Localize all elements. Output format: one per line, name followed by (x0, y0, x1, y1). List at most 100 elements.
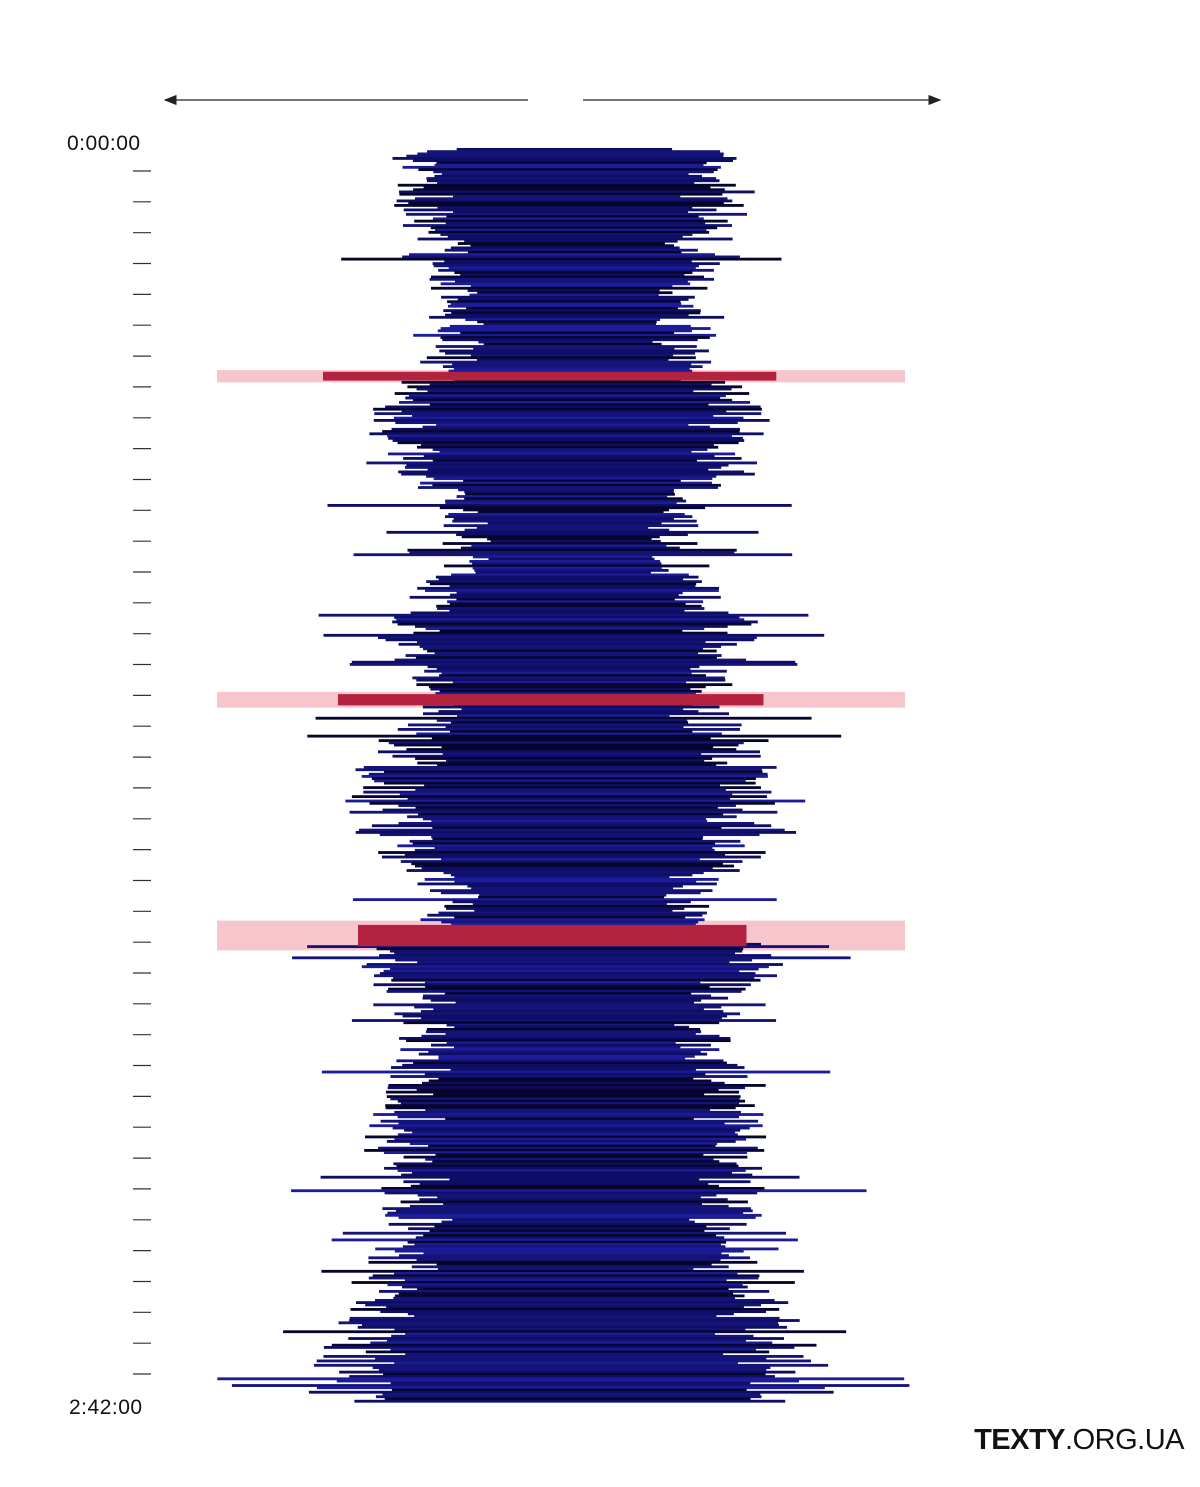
waveform-bar (392, 439, 745, 442)
waveform-bar (408, 394, 726, 398)
waveform-bar (427, 649, 717, 653)
waveform-bar (433, 477, 713, 481)
waveform-bar (419, 645, 722, 648)
waveform-bar (439, 674, 706, 678)
waveform-bar (321, 1070, 831, 1074)
waveform-bar (448, 304, 694, 308)
waveform-bar (331, 1238, 798, 1242)
waveform-bar (429, 315, 725, 319)
waveform-bar (327, 504, 792, 507)
waveform-bar (432, 826, 722, 830)
waveform-bar (349, 1319, 800, 1322)
waveform-bar (357, 1325, 787, 1329)
brand-rest: .ORG.UA (1065, 1424, 1184, 1456)
waveform-bar (487, 522, 662, 525)
waveform-bar (378, 739, 769, 743)
waveform-bar (385, 1106, 736, 1110)
waveform-bar (445, 499, 687, 503)
waveform-bar (460, 273, 685, 277)
waveform-bar (452, 519, 697, 523)
waveform-bar (429, 383, 712, 386)
waveform-bar (415, 757, 713, 760)
waveform-bar (450, 593, 679, 597)
waveform-bar (453, 517, 674, 521)
waveform-bar (342, 1231, 786, 1235)
waveform-bar (415, 788, 726, 792)
waveform-bar (433, 1093, 705, 1096)
waveform-bar (442, 542, 698, 545)
waveform-bar (445, 1032, 696, 1036)
waveform-bar (364, 1149, 765, 1152)
waveform-bar (431, 286, 708, 290)
waveform-bar (338, 1321, 778, 1325)
waveform-bar (449, 602, 686, 606)
waveform-bar (410, 611, 729, 615)
waveform-bar (412, 159, 733, 163)
waveform-bar (398, 1216, 756, 1219)
waveform-bar (412, 842, 716, 846)
waveform-bar (452, 900, 691, 904)
waveform-bar (473, 347, 675, 351)
waveform-bar (412, 398, 733, 402)
waveform-bar (424, 878, 719, 881)
waveform-bar (368, 1276, 759, 1280)
waveform-bar (393, 1162, 737, 1166)
waveform-bar (445, 515, 693, 519)
waveform-bar (449, 324, 691, 328)
waveform-bar (437, 607, 705, 610)
waveform-bar (395, 958, 753, 962)
waveform-bar (351, 795, 767, 799)
waveform-bar (413, 1061, 727, 1065)
waveform-bar (417, 1287, 729, 1291)
waveform-bar (453, 367, 690, 371)
waveform-bar (392, 620, 758, 624)
waveform-bar (445, 221, 706, 225)
waveform-bar (380, 1119, 759, 1123)
highlight-bar-2 (338, 694, 764, 706)
waveform-bar (417, 1193, 717, 1197)
waveform-bar (321, 1269, 804, 1273)
waveform-bar (438, 1057, 686, 1061)
waveform-bar (436, 667, 691, 671)
waveform-bar (396, 618, 745, 622)
waveform-bar (432, 483, 721, 487)
waveform-bar (413, 631, 728, 635)
waveform-bar (421, 1034, 720, 1038)
waveform-bar (398, 822, 755, 825)
waveform-bar (388, 1084, 766, 1087)
waveform-bar (382, 430, 740, 433)
waveform-bar (378, 1146, 758, 1150)
waveform-bar (422, 425, 710, 429)
waveform-bar (411, 862, 723, 866)
waveform-bar (414, 1005, 722, 1009)
waveform-bar (397, 844, 745, 848)
waveform-bar (400, 860, 743, 863)
highlight-bar-1 (323, 371, 777, 381)
waveform-bar (406, 748, 737, 751)
waveform-bar (418, 486, 718, 489)
waveform-bar (231, 1384, 910, 1387)
waveform-bar (470, 354, 674, 357)
waveform-bar (477, 320, 657, 324)
waveform-bar (451, 311, 701, 315)
waveform-bar (365, 1135, 767, 1139)
waveform-bar (397, 1115, 740, 1119)
waveform-bar (402, 165, 721, 169)
waveform-bar (323, 633, 825, 637)
waveform-bar (439, 349, 709, 353)
waveform-bar (399, 1037, 731, 1040)
waveform-bar (444, 992, 692, 996)
waveform-bar (405, 654, 722, 657)
waveform-bar (407, 1312, 734, 1316)
waveform-bar (427, 179, 720, 183)
waveform-bar (456, 148, 673, 151)
waveform-bar (442, 365, 703, 369)
waveform-bar (474, 569, 669, 572)
waveform-bar (464, 497, 683, 501)
waveform-bar (366, 963, 783, 966)
waveform-bar (408, 1227, 730, 1231)
waveform-bar (391, 978, 761, 982)
waveform-bar (447, 600, 704, 604)
waveform-bar (351, 1019, 777, 1022)
waveform-bar (403, 208, 717, 212)
